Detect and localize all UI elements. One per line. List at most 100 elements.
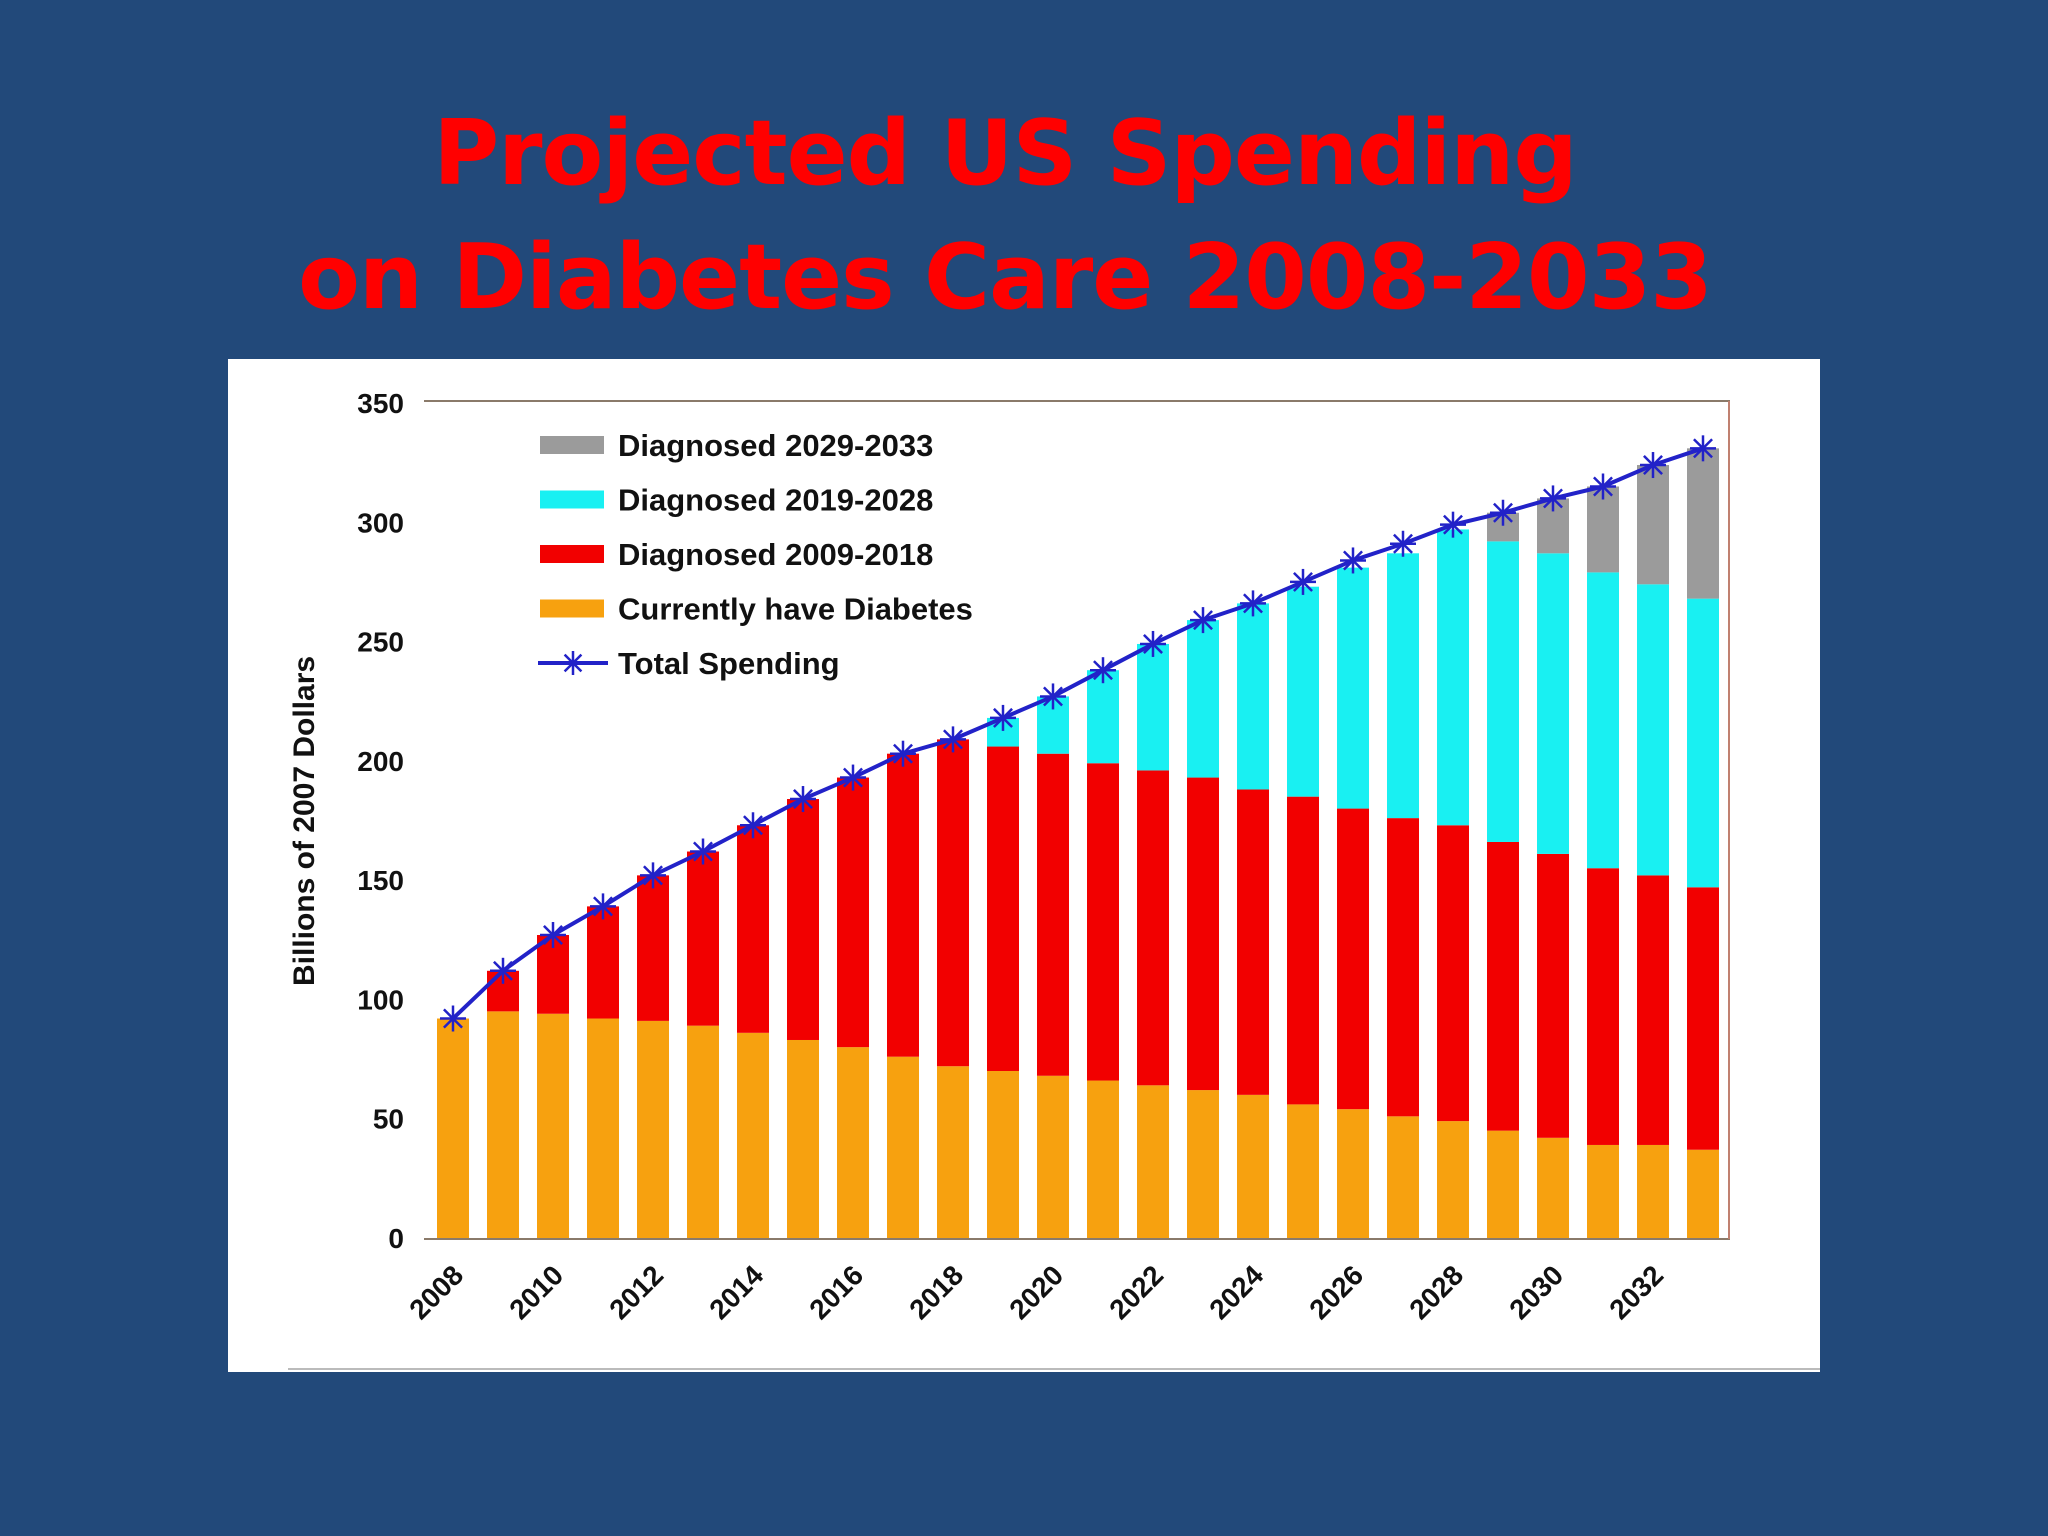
x-tick-label-2016: 2016 — [803, 1259, 869, 1325]
total-spending-marker-2023 — [1190, 607, 1216, 634]
bar-2015-series-1 — [787, 799, 819, 1040]
bar-2027-series-2 — [1387, 553, 1419, 819]
bar-2011-series-1 — [587, 906, 619, 1019]
x-tick-label-2014: 2014 — [703, 1259, 769, 1325]
legend-label: Total Spending — [618, 646, 840, 681]
total-spending-marker-2014 — [740, 812, 766, 839]
x-tick-label-2012: 2012 — [603, 1259, 669, 1325]
bar-2026-series-0 — [1337, 1109, 1369, 1238]
total-spending-marker-2026 — [1340, 547, 1366, 574]
bar-2031-series-1 — [1587, 868, 1619, 1145]
bar-2016-series-0 — [837, 1047, 869, 1238]
y-tick-label-250: 250 — [357, 627, 404, 658]
total-spending-marker-2024 — [1240, 590, 1266, 617]
x-tick-label-2030: 2030 — [1503, 1259, 1569, 1325]
bar-2023-series-1 — [1187, 777, 1219, 1091]
bar-2015-series-0 — [787, 1039, 819, 1238]
bar-2009-series-0 — [487, 1011, 519, 1238]
total-spending-marker-2019 — [990, 704, 1016, 731]
bar-2032-series-2 — [1637, 584, 1669, 876]
bar-2025-series-0 — [1287, 1104, 1319, 1238]
x-tick-label-2020: 2020 — [1003, 1259, 1069, 1325]
bar-2024-series-2 — [1237, 603, 1269, 790]
legend-item-3: Currently have Diabetes — [540, 592, 973, 627]
bar-2033-series-2 — [1687, 598, 1719, 888]
axes-layer — [288, 400, 1820, 1370]
x-tick-label-2028: 2028 — [1403, 1259, 1469, 1325]
legend-item-4: Total Spending — [538, 646, 840, 681]
bar-2029-series-0 — [1487, 1130, 1519, 1238]
total-spending-marker-2012 — [640, 862, 666, 889]
line-layer — [440, 435, 1716, 1032]
bar-2018-series-0 — [937, 1066, 969, 1238]
bar-2021-series-1 — [1087, 763, 1119, 1081]
bar-2017-series-0 — [887, 1056, 919, 1238]
x-tick-label-2018: 2018 — [903, 1259, 969, 1325]
y-tick-label-50: 50 — [373, 1104, 404, 1135]
bar-2022-series-2 — [1137, 643, 1169, 771]
bar-2023-series-2 — [1187, 620, 1219, 778]
bar-2008-series-0 — [437, 1018, 469, 1238]
bar-2030-series-1 — [1537, 853, 1569, 1138]
bar-2028-series-2 — [1437, 529, 1469, 826]
chart-panel: 0 50 100 150 200 250 300 350 Billions of 2007 Do… — [228, 359, 1820, 1372]
legend-swatch — [540, 490, 604, 509]
total-spending-marker-2033 — [1690, 435, 1716, 462]
bar-2032-series-0 — [1637, 1144, 1669, 1238]
total-spending-marker-2018 — [940, 726, 966, 753]
bar-2028-series-1 — [1437, 825, 1469, 1122]
stacked-bar-chart: 0 50 100 150 200 250 300 350 Billions of 2007 Do… — [288, 388, 1820, 1370]
bar-2025-series-2 — [1287, 586, 1319, 797]
bar-2023-series-0 — [1187, 1090, 1219, 1238]
total-spending-marker-2009 — [490, 957, 516, 984]
total-spending-marker-2020 — [1040, 683, 1066, 710]
bar-2024-series-1 — [1237, 789, 1269, 1095]
bar-2033-series-0 — [1687, 1149, 1719, 1238]
bar-2020-series-0 — [1037, 1075, 1069, 1238]
bars-layer — [437, 448, 1719, 1238]
total-spending-marker-2013 — [690, 838, 716, 865]
total-spending-marker-2028 — [1440, 511, 1466, 538]
y-axis-title: Billions of 2007 Dollars — [288, 656, 321, 986]
bar-2021-series-2 — [1087, 670, 1119, 764]
total-spending-marker-2021 — [1090, 657, 1116, 684]
y-tick-label-350: 350 — [357, 388, 404, 419]
bar-2026-series-2 — [1337, 567, 1369, 809]
x-tick-label-2010: 2010 — [503, 1259, 569, 1325]
total-spending-marker-2010 — [540, 922, 566, 949]
legend-item-2: Diagnosed 2009-2018 — [540, 537, 933, 572]
total-spending-marker-2015 — [790, 786, 816, 813]
bar-2011-series-0 — [587, 1018, 619, 1238]
bar-2029-series-1 — [1487, 841, 1519, 1131]
legend-label: Diagnosed 2009-2018 — [618, 537, 933, 572]
bar-2022-series-0 — [1137, 1085, 1169, 1238]
legend-swatch — [540, 599, 604, 618]
x-tick-label-2024: 2024 — [1203, 1259, 1269, 1325]
bar-2020-series-1 — [1037, 753, 1069, 1076]
y-tick-label-100: 100 — [357, 984, 404, 1015]
y-tick-label-0: 0 — [388, 1223, 404, 1254]
bar-2013-series-0 — [687, 1025, 719, 1238]
bar-2019-series-1 — [987, 746, 1019, 1071]
bar-2026-series-1 — [1337, 808, 1369, 1110]
bar-2016-series-1 — [837, 777, 869, 1048]
y-tick-label-200: 200 — [357, 746, 404, 777]
bar-2025-series-1 — [1287, 796, 1319, 1105]
total-spending-marker-2008 — [440, 1005, 466, 1032]
total-spending-marker-2031 — [1590, 473, 1616, 500]
x-tick-label-2008: 2008 — [403, 1259, 469, 1325]
bar-2013-series-1 — [687, 851, 719, 1026]
bar-2024-series-0 — [1237, 1094, 1269, 1238]
total-spending-marker-2029 — [1490, 499, 1516, 526]
total-spending-marker-2027 — [1390, 530, 1416, 557]
legend-swatch — [540, 545, 604, 563]
bar-2031-series-2 — [1587, 572, 1619, 869]
total-spending-marker-2011 — [590, 893, 616, 920]
bar-2031-series-3 — [1587, 486, 1619, 573]
bar-2030-series-0 — [1537, 1137, 1569, 1238]
legend-label: Diagnosed 2019-2028 — [618, 483, 933, 518]
bar-2010-series-0 — [537, 1013, 569, 1238]
bar-2021-series-0 — [1087, 1080, 1119, 1238]
title-line-2: on Diabetes Care 2008-2033 — [298, 225, 1713, 330]
bar-2014-series-0 — [737, 1032, 769, 1238]
